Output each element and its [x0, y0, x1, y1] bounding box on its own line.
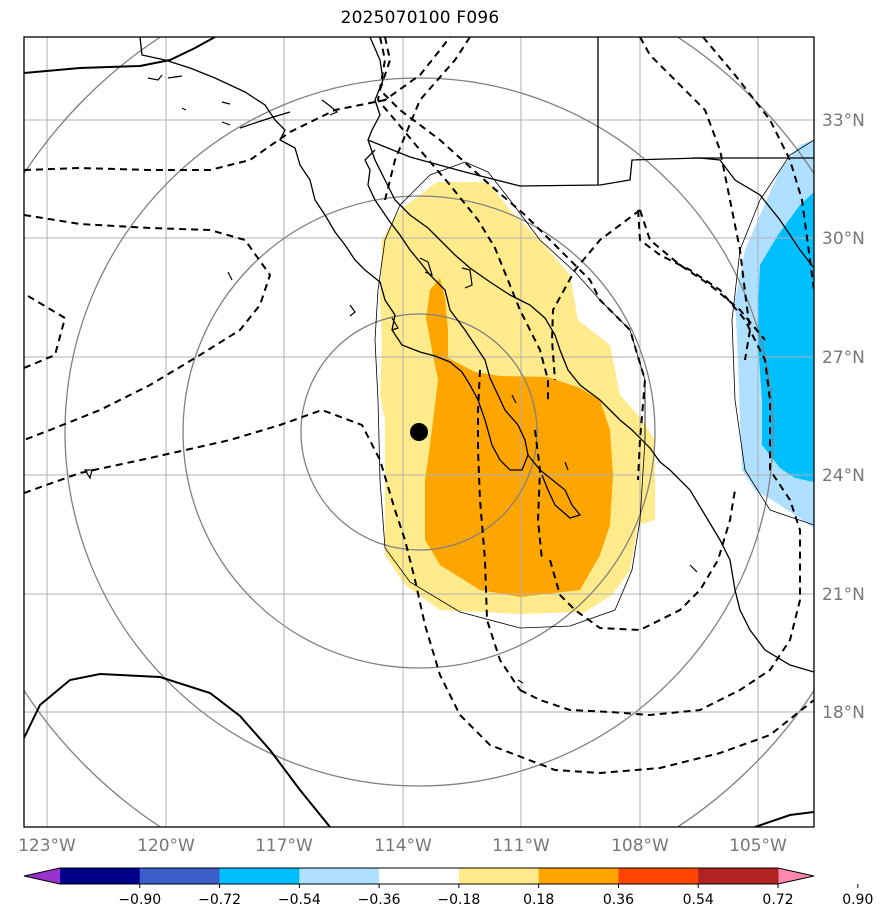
solid-contours: [24, 37, 814, 827]
colorbar-tick-label: 0.90: [842, 892, 873, 908]
colorbar-tick-label: −0.18: [437, 892, 480, 908]
radius-rings: [24, 37, 814, 827]
positive-anomaly-medium: [425, 278, 613, 597]
lat-tick-labels: 33°N 30°N 27°N 24°N 21°N 18°N: [822, 111, 865, 723]
axes-frame: [23, 36, 815, 828]
colorbar-tick-label: −0.54: [278, 892, 321, 908]
center-marker: [410, 423, 428, 441]
colorbar-tick-label: 0.36: [603, 892, 634, 908]
colorbar-tick-label: 0.54: [683, 892, 714, 908]
lon-tick-label: 120°W: [137, 836, 195, 856]
lat-tick-label: 27°N: [822, 348, 865, 368]
colorbar-segment: [299, 868, 380, 884]
colorbar-extend-high: [778, 868, 814, 884]
colorbar-tick-label: −0.36: [358, 892, 401, 908]
colorbar-segment: [139, 868, 221, 884]
lon-tick-labels: 123°W 120°W 117°W 114°W 111°W 108°W 105°…: [18, 836, 787, 856]
lon-tick-label: 117°W: [255, 836, 313, 856]
lat-tick-label: 30°N: [822, 229, 865, 249]
lon-tick-label: 123°W: [18, 836, 76, 856]
ring-1: [300, 313, 538, 551]
colorbar-segment: [458, 868, 540, 884]
lat-tick-label: 21°N: [822, 585, 865, 605]
colorbar-tick-label: 0.72: [762, 892, 793, 908]
coastlines: [139, 37, 814, 673]
colorbar-segment: [538, 868, 619, 884]
colorbar-segment: [698, 868, 779, 884]
colorbar-segment: [219, 868, 300, 884]
lon-tick-label: 105°W: [729, 836, 787, 856]
lon-tick-label: 108°W: [611, 836, 669, 856]
colorbar-segment: [60, 868, 141, 884]
ring-2: [182, 195, 656, 669]
colorbar: −0.90 −0.72 −0.54 −0.36 −0.18 0.18 0.36 0.54 0.7…: [23, 867, 873, 908]
colorbar-extend-low: [24, 868, 60, 884]
negative-anomaly-medium: [757, 192, 814, 482]
lat-tick-label: 33°N: [822, 111, 865, 131]
colorbar-segment: [618, 868, 699, 884]
lon-tick-label: 114°W: [374, 836, 432, 856]
anomaly-fill: [380, 140, 814, 614]
lon-tick-label: 111°W: [492, 836, 550, 856]
ring-3: [64, 77, 774, 787]
colorbar-tick-label: 0.18: [523, 892, 554, 908]
islands: [83, 74, 698, 684]
colorbar-tick-label: −0.72: [198, 892, 241, 908]
dashed-contours: [24, 37, 814, 775]
lat-tick-label: 18°N: [822, 703, 865, 723]
lat-tick-label: 24°N: [822, 466, 865, 486]
colorbar-segment: [379, 868, 460, 884]
colorbar-outline: [23, 867, 815, 885]
colorbar-tick-label: −0.90: [118, 892, 161, 908]
chart-title: 2025070100 F096: [340, 8, 500, 28]
